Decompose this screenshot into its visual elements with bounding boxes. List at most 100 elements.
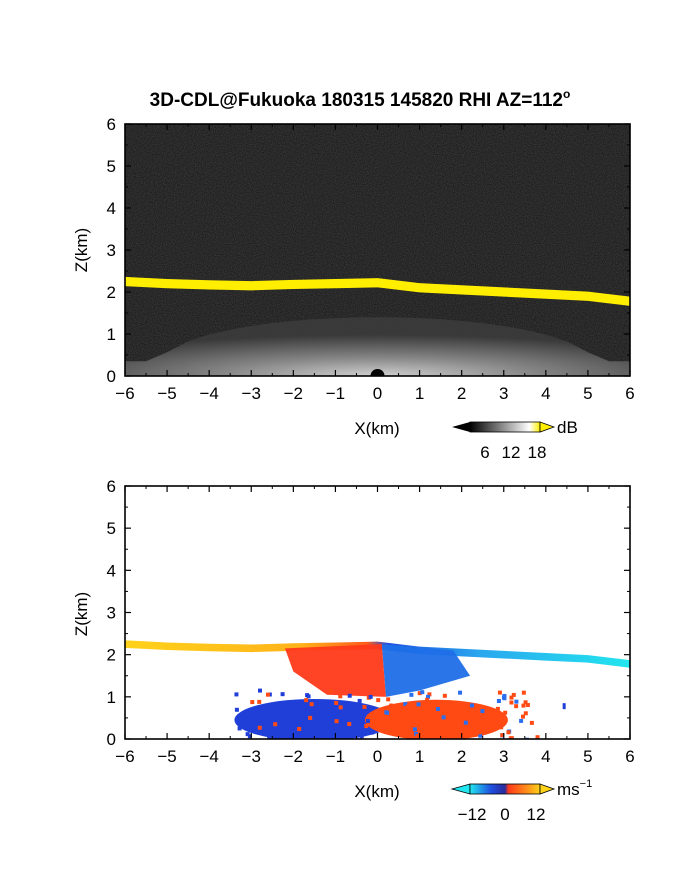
doppler-speckle-cell (409, 692, 414, 697)
doppler-speckle-cell (257, 718, 262, 723)
doppler-speckle-cell (368, 694, 373, 699)
doppler-speckle-cell (448, 703, 453, 708)
snr-x-axis-label: X(km) (354, 419, 399, 438)
doppler-speckle-cell (338, 705, 343, 710)
doppler-speckle-cell (392, 710, 397, 715)
doppler-speckle-cell (454, 717, 459, 722)
doppler-speckle-cell (497, 690, 502, 695)
doppler-speckle-cell (416, 702, 421, 707)
x-tick-label: −1 (326, 747, 345, 766)
x-tick-label: 0 (373, 747, 382, 766)
doppler-speckle-cell (521, 690, 526, 695)
doppler-speckle-cell (420, 727, 425, 732)
x-tick-label: −2 (284, 384, 303, 403)
doppler-speckle-cell (426, 703, 431, 708)
doppler-speckle-cell (257, 699, 262, 704)
doppler-speckle-cell (458, 690, 463, 695)
doppler-speckle-cell (269, 707, 274, 712)
snr-y-axis-label: Z(km) (72, 228, 91, 272)
doppler-speckle-cell (405, 704, 410, 709)
doppler-speckle-cell (380, 727, 385, 732)
doppler-speckle-cell (247, 734, 252, 739)
doppler-colorbar-high-arrow (539, 783, 556, 795)
doppler-speckle-cell (347, 722, 352, 727)
y-tick-label: 0 (107, 367, 116, 386)
doppler-speckle-cell (422, 701, 427, 706)
doppler-y-axis-label: Z(km) (72, 592, 91, 636)
doppler-speckle-cell (271, 735, 276, 739)
doppler-speckle-cell (398, 704, 403, 709)
doppler-speckle-cell (463, 720, 468, 725)
doppler-x-axis-label: X(km) (354, 782, 399, 801)
x-tick-label: −1 (326, 384, 345, 403)
doppler-speckle-cell (454, 706, 459, 711)
doppler-speckle-cell (257, 725, 262, 730)
doppler-speckle-cell (450, 713, 455, 718)
doppler-speckle-cell (320, 720, 325, 725)
doppler-speckle-cell (334, 719, 339, 724)
x-tick-label: 6 (625, 384, 634, 403)
snr-axis-ticks: −6 −5 −4 −3 −2 −1 0 1 2 3 4 5 6 0 1 2 3 4 5 6 (107, 115, 635, 403)
doppler-speckle-cell (511, 692, 516, 697)
doppler-speckle-cell (514, 704, 519, 709)
x-tick-label: 4 (541, 747, 550, 766)
x-tick-label: 6 (625, 747, 634, 766)
y-tick-label: 6 (107, 477, 116, 496)
x-tick-label: 5 (583, 384, 592, 403)
doppler-axis-ticks: −6 −5 −4 −3 −2 −1 0 1 2 3 4 5 6 0 1 2 3 4 5 6 (107, 477, 635, 766)
doppler-speckle-cell (367, 714, 372, 719)
doppler-speckle-cell (334, 700, 339, 705)
doppler-speckle-cell (308, 715, 313, 720)
doppler-speckle-cell (273, 722, 278, 727)
doppler-speckle-cell (535, 735, 540, 739)
doppler-speckle-cell (525, 702, 530, 707)
doppler-speckle-cell (364, 724, 369, 729)
doppler-speckle-cell (521, 703, 526, 708)
doppler-speckle-cell (500, 733, 505, 738)
snr-colorbar-bar (469, 421, 541, 433)
snr-aerosol-top-band (125, 276, 630, 306)
y-tick-label: 5 (107, 157, 116, 176)
doppler-speckle-cell (301, 728, 306, 733)
doppler-speckle-cell (338, 694, 343, 699)
doppler-colorbar-bar (469, 783, 541, 795)
x-tick-label: −3 (242, 384, 261, 403)
doppler-speckle-cell (294, 706, 299, 711)
doppler-speckle-cell (388, 717, 393, 722)
doppler-speckle-cell (386, 697, 391, 702)
doppler-speckle-cell (297, 726, 302, 731)
doppler-positive-velocity-region (364, 699, 508, 739)
doppler-speckle-cell (483, 721, 488, 726)
doppler-speckle-cell (399, 719, 404, 724)
doppler-speckle-cell (520, 714, 525, 719)
snr-colorbar-tick: 18 (528, 443, 547, 462)
x-tick-label: −2 (284, 747, 303, 766)
doppler-aerosol-top-band (125, 640, 630, 668)
doppler-speckle-cell (519, 718, 524, 723)
snr-colorbar-low-arrow (452, 422, 470, 432)
doppler-speckle-cell (328, 689, 333, 694)
x-tick-label: 5 (583, 747, 592, 766)
doppler-speckle-cell (412, 727, 417, 732)
doppler-speckle-cell (250, 700, 255, 705)
doppler-negative-velocity-region (381, 644, 471, 697)
doppler-speckle-cell (271, 728, 276, 733)
x-tick-label: −3 (242, 747, 261, 766)
doppler-speckle-cell (562, 703, 566, 710)
doppler-speckle-cell (469, 703, 474, 708)
doppler-speckle-cell (304, 698, 309, 703)
doppler-speckle-cell (426, 731, 431, 736)
x-tick-label: 3 (499, 747, 508, 766)
doppler-speckle-cell (234, 707, 239, 712)
doppler-speckle-cell (523, 711, 528, 716)
doppler-speckle-cell (310, 709, 315, 714)
doppler-colorbar-tick: −12 (458, 805, 487, 824)
doppler-speckle-cell (425, 697, 430, 702)
doppler-speckle-cell (508, 736, 513, 739)
snr-colorbar-high-arrow (539, 421, 556, 433)
doppler-speckle-cell (503, 710, 508, 715)
x-tick-label: 3 (499, 384, 508, 403)
doppler-speckle-cell (234, 692, 239, 697)
